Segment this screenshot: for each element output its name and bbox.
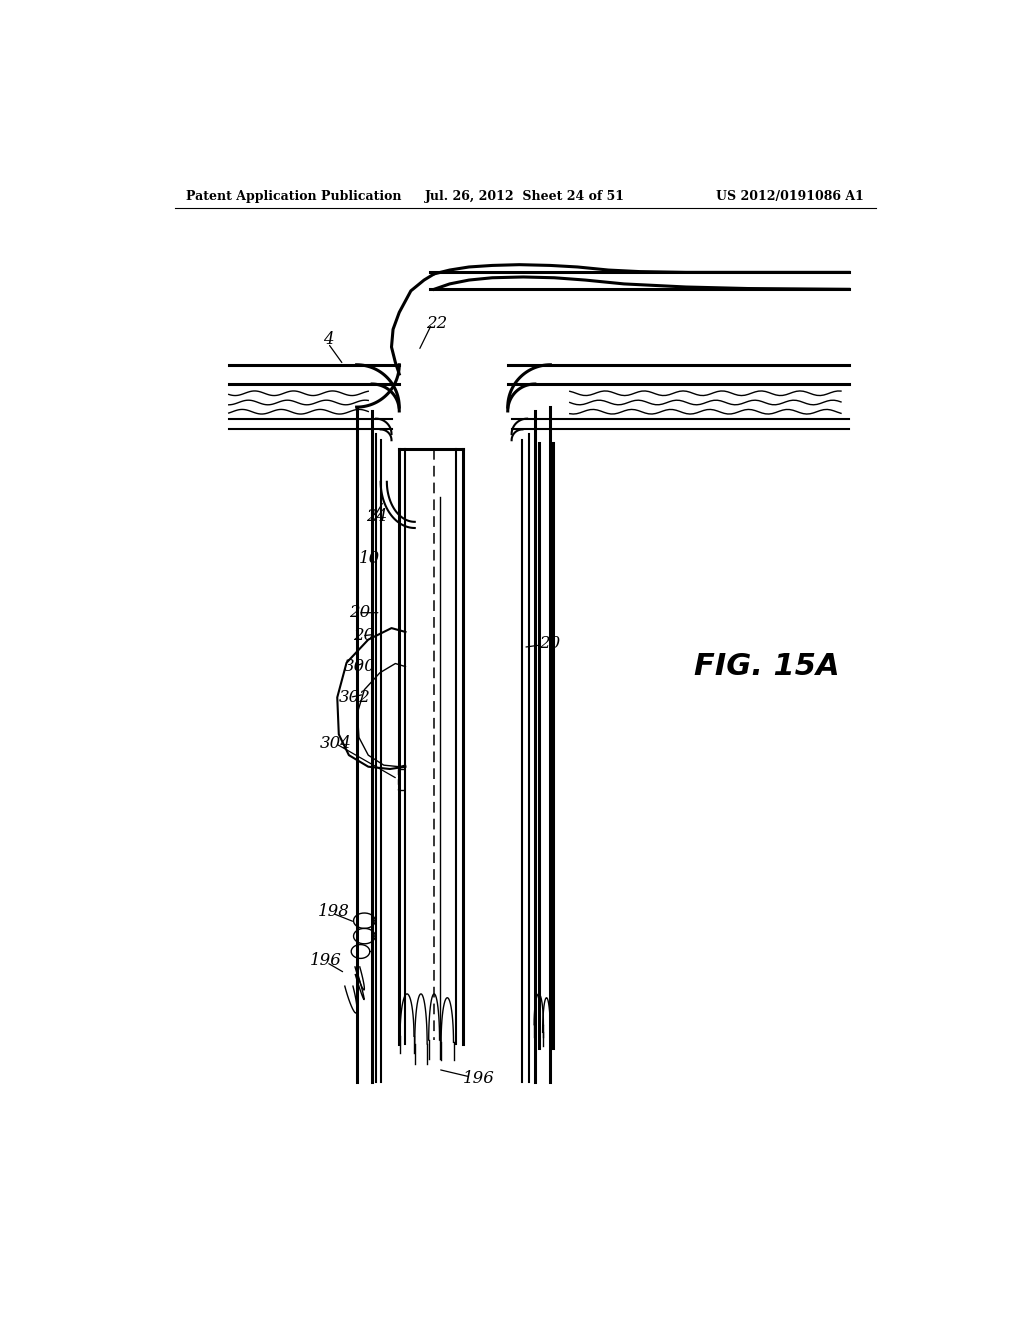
Text: 20: 20 (349, 605, 370, 622)
Text: 196: 196 (463, 1071, 495, 1088)
Text: 300: 300 (343, 659, 376, 675)
Text: 24: 24 (366, 508, 387, 525)
Text: Jul. 26, 2012  Sheet 24 of 51: Jul. 26, 2012 Sheet 24 of 51 (425, 190, 625, 203)
Text: 198: 198 (317, 903, 350, 920)
Text: Patent Application Publication: Patent Application Publication (186, 190, 401, 203)
Text: 304: 304 (321, 735, 352, 752)
Text: US 2012/0191086 A1: US 2012/0191086 A1 (717, 190, 864, 203)
Text: FIG. 15A: FIG. 15A (693, 652, 840, 681)
Text: 302: 302 (339, 689, 371, 706)
Text: 196: 196 (310, 952, 342, 969)
Text: 10: 10 (359, 550, 380, 568)
Text: 20: 20 (539, 635, 560, 652)
Text: 20: 20 (352, 627, 374, 644)
Text: 22: 22 (426, 315, 447, 333)
Text: 4: 4 (323, 331, 333, 348)
